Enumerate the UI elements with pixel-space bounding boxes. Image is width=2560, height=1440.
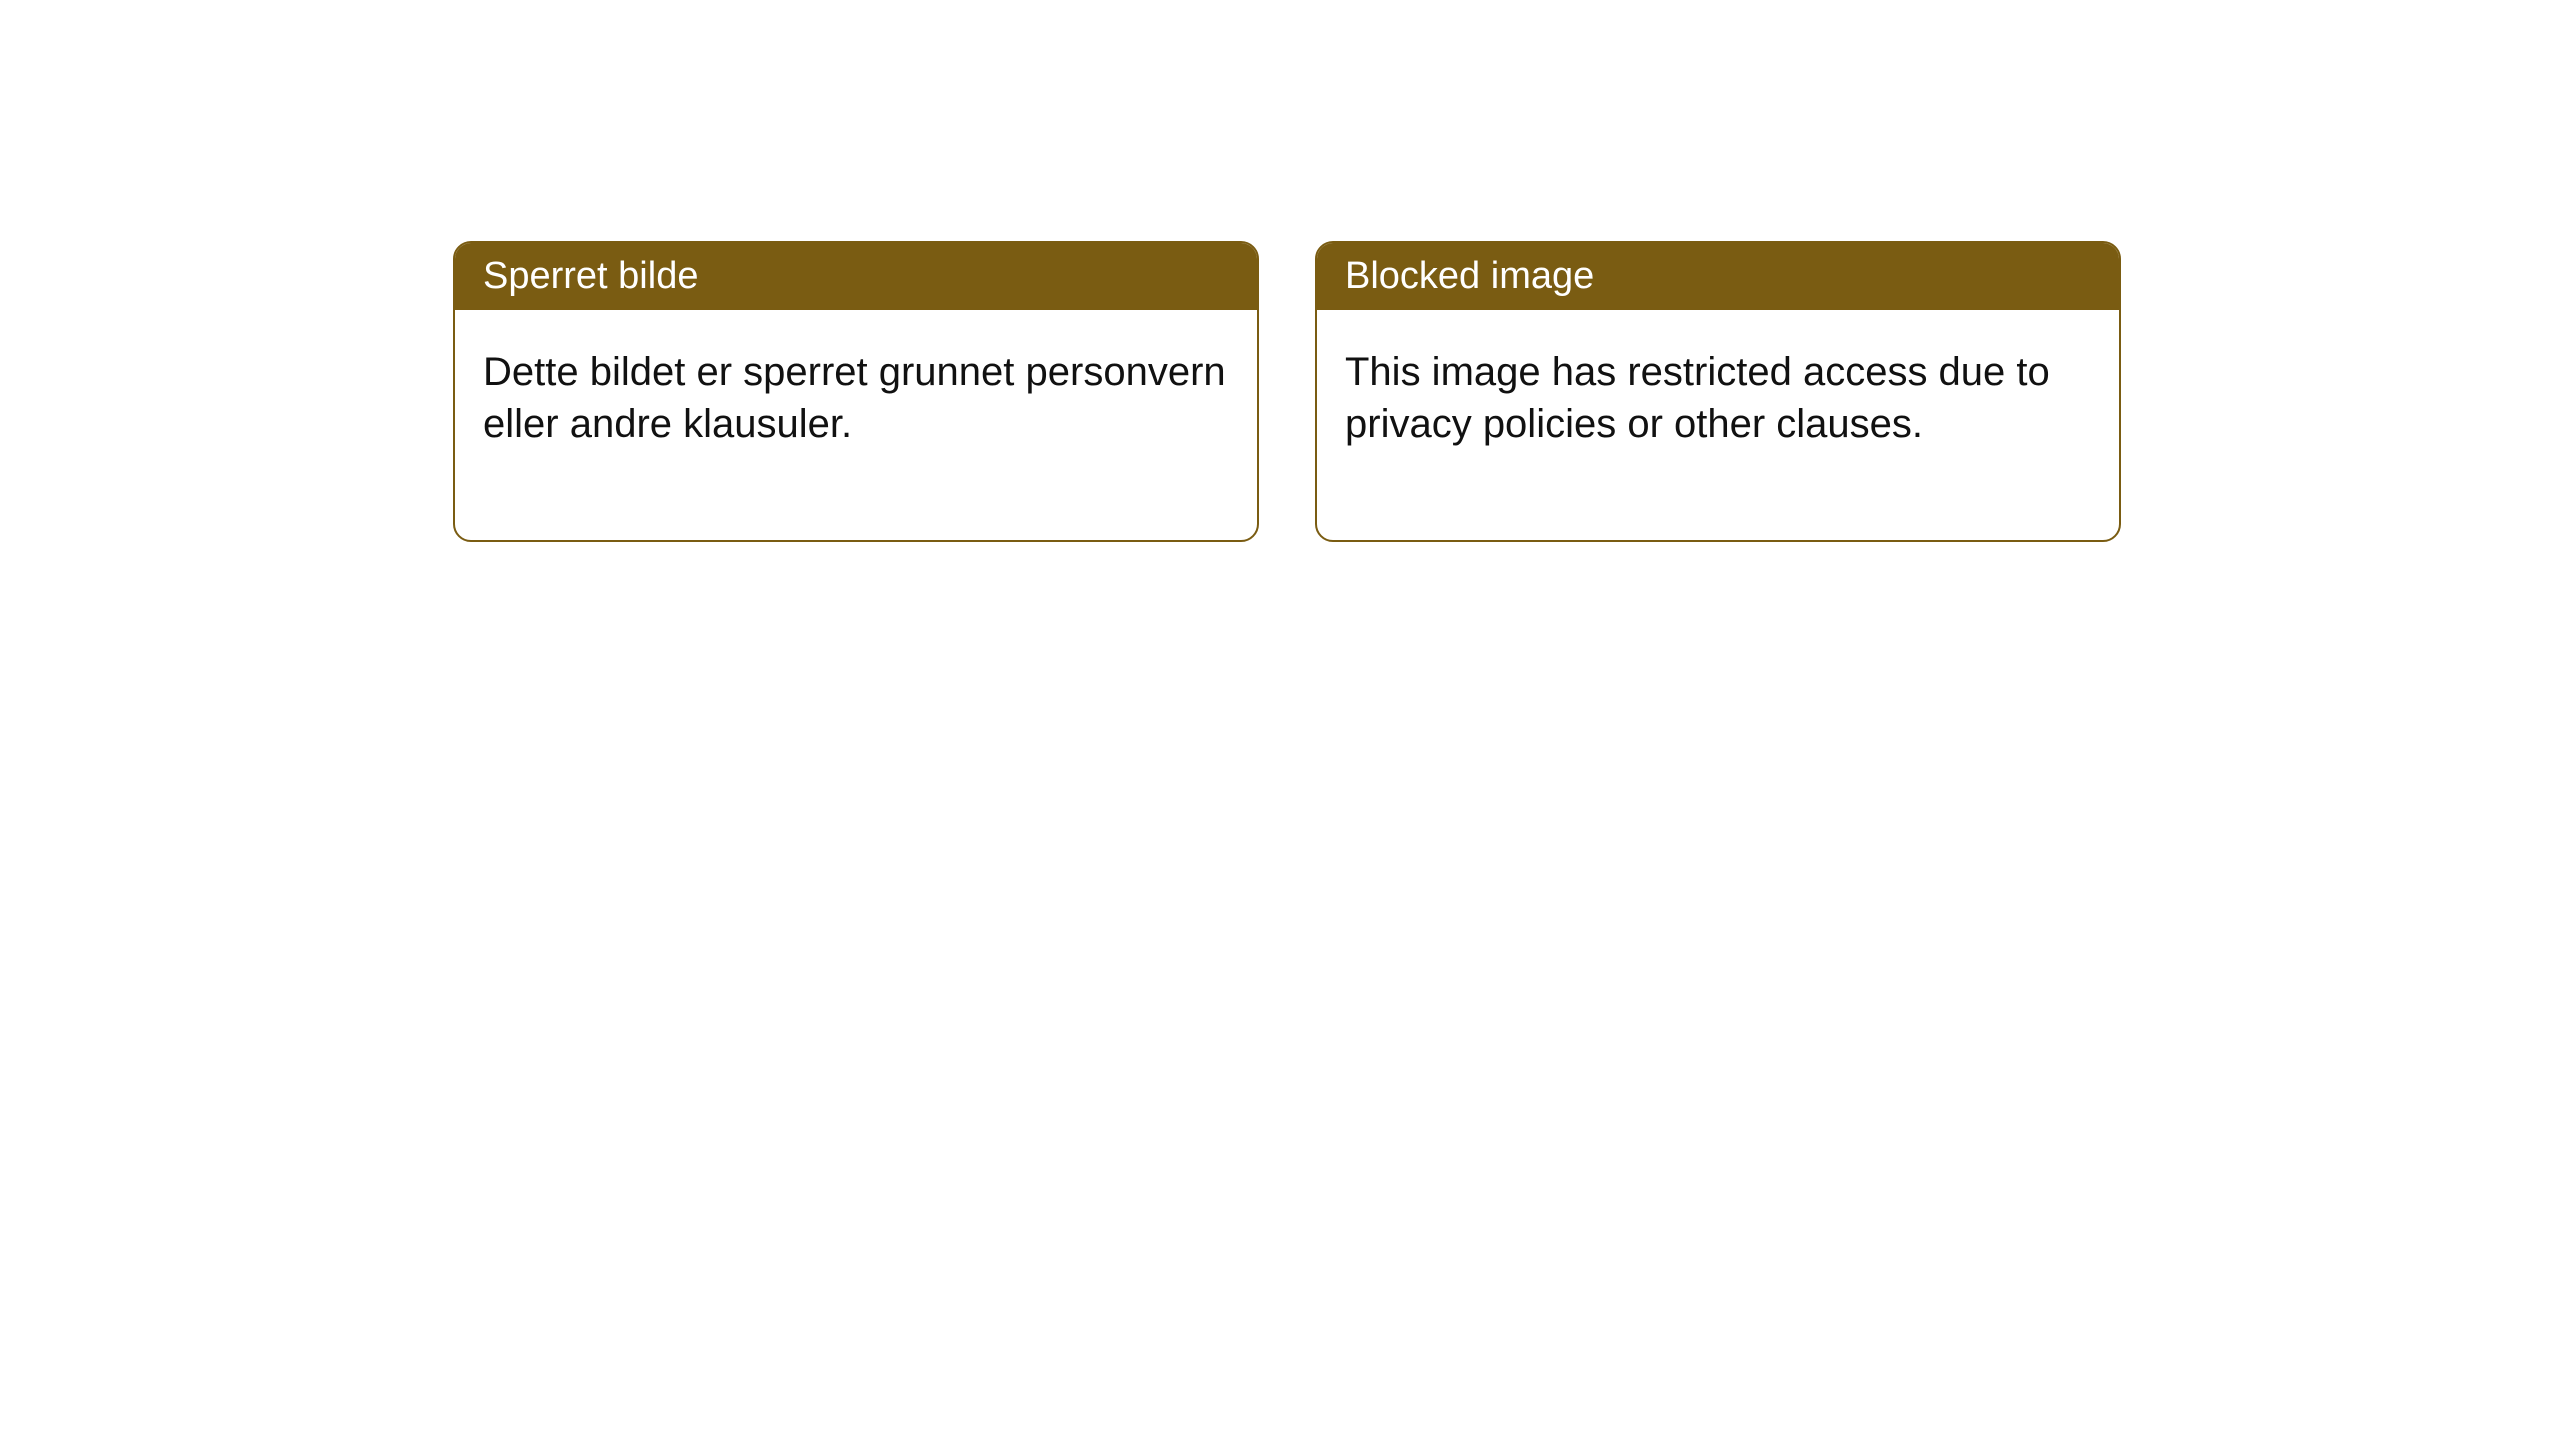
notice-card-header: Blocked image <box>1317 243 2119 310</box>
notice-card-english: Blocked image This image has restricted … <box>1315 241 2121 542</box>
notice-card-norwegian: Sperret bilde Dette bildet er sperret gr… <box>453 241 1259 542</box>
notice-card-body: Dette bildet er sperret grunnet personve… <box>455 310 1257 540</box>
notice-card-header: Sperret bilde <box>455 243 1257 310</box>
notice-card-body: This image has restricted access due to … <box>1317 310 2119 540</box>
notice-cards-container: Sperret bilde Dette bildet er sperret gr… <box>0 0 2560 542</box>
